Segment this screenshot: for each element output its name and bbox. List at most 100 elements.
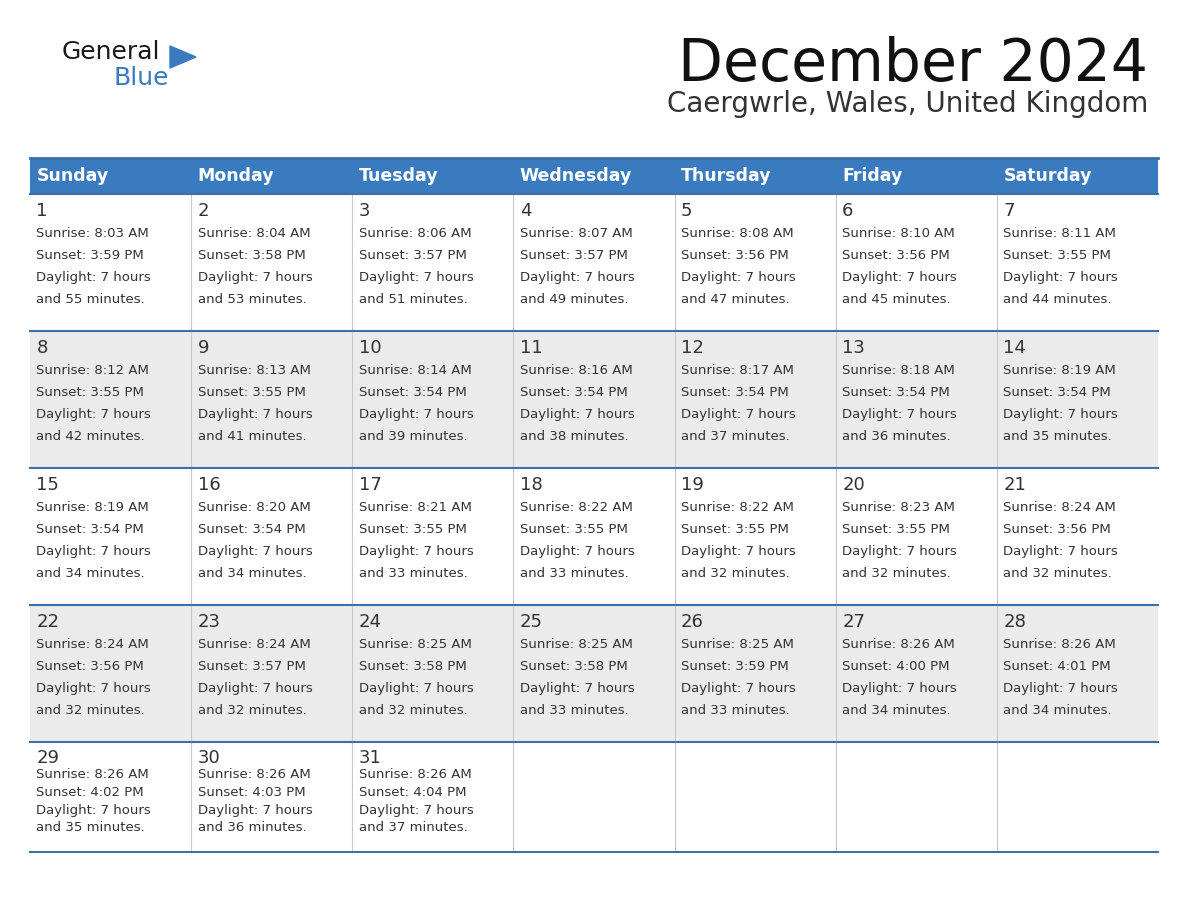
Text: 22: 22: [37, 613, 59, 632]
Text: Sunrise: 8:26 AM: Sunrise: 8:26 AM: [37, 768, 150, 781]
Text: and 32 minutes.: and 32 minutes.: [1004, 566, 1112, 579]
Text: Daylight: 7 hours: Daylight: 7 hours: [197, 271, 312, 284]
Text: 30: 30: [197, 748, 220, 767]
Text: 13: 13: [842, 340, 865, 357]
Text: Daylight: 7 hours: Daylight: 7 hours: [197, 544, 312, 558]
Text: 8: 8: [37, 340, 48, 357]
Text: Daylight: 7 hours: Daylight: 7 hours: [37, 408, 151, 420]
Text: 29: 29: [37, 748, 59, 767]
Text: and 38 minutes.: and 38 minutes.: [520, 430, 628, 442]
Text: Sunset: 3:55 PM: Sunset: 3:55 PM: [1004, 249, 1111, 262]
Text: Daylight: 7 hours: Daylight: 7 hours: [197, 803, 312, 817]
Text: Sunset: 3:56 PM: Sunset: 3:56 PM: [681, 249, 789, 262]
Text: and 37 minutes.: and 37 minutes.: [681, 430, 790, 442]
Text: Wednesday: Wednesday: [520, 167, 632, 185]
Text: Daylight: 7 hours: Daylight: 7 hours: [681, 682, 796, 695]
Text: Daylight: 7 hours: Daylight: 7 hours: [842, 682, 956, 695]
Text: Daylight: 7 hours: Daylight: 7 hours: [520, 271, 634, 284]
Text: Sunset: 3:58 PM: Sunset: 3:58 PM: [197, 249, 305, 262]
Text: Daylight: 7 hours: Daylight: 7 hours: [359, 544, 474, 558]
Text: Sunrise: 8:20 AM: Sunrise: 8:20 AM: [197, 501, 310, 514]
Text: Daylight: 7 hours: Daylight: 7 hours: [842, 408, 956, 420]
Text: Sunset: 3:56 PM: Sunset: 3:56 PM: [842, 249, 950, 262]
Text: 15: 15: [37, 476, 59, 494]
Text: and 51 minutes.: and 51 minutes.: [359, 293, 468, 306]
Text: Daylight: 7 hours: Daylight: 7 hours: [359, 682, 474, 695]
Text: and 33 minutes.: and 33 minutes.: [520, 566, 628, 579]
Text: 1: 1: [37, 202, 48, 220]
Text: 28: 28: [1004, 613, 1026, 632]
Text: Daylight: 7 hours: Daylight: 7 hours: [1004, 271, 1118, 284]
Text: Sunrise: 8:12 AM: Sunrise: 8:12 AM: [37, 364, 150, 377]
Text: and 45 minutes.: and 45 minutes.: [842, 293, 950, 306]
Text: 4: 4: [520, 202, 531, 220]
Text: Sunset: 4:04 PM: Sunset: 4:04 PM: [359, 786, 466, 799]
Text: and 37 minutes.: and 37 minutes.: [359, 822, 468, 834]
Text: Sunrise: 8:26 AM: Sunrise: 8:26 AM: [197, 768, 310, 781]
Text: Sunrise: 8:19 AM: Sunrise: 8:19 AM: [1004, 364, 1116, 377]
Bar: [30, 468, 1158, 605]
Text: 16: 16: [197, 476, 220, 494]
Text: Daylight: 7 hours: Daylight: 7 hours: [1004, 544, 1118, 558]
Text: Sunrise: 8:25 AM: Sunrise: 8:25 AM: [681, 638, 794, 651]
Text: and 34 minutes.: and 34 minutes.: [197, 566, 307, 579]
Text: 21: 21: [1004, 476, 1026, 494]
Text: and 39 minutes.: and 39 minutes.: [359, 430, 467, 442]
Text: and 49 minutes.: and 49 minutes.: [520, 293, 628, 306]
Text: 9: 9: [197, 340, 209, 357]
Text: Sunset: 3:55 PM: Sunset: 3:55 PM: [197, 386, 305, 398]
Text: Sunset: 3:58 PM: Sunset: 3:58 PM: [520, 660, 627, 673]
Text: Daylight: 7 hours: Daylight: 7 hours: [359, 408, 474, 420]
Text: Daylight: 7 hours: Daylight: 7 hours: [1004, 408, 1118, 420]
Text: Daylight: 7 hours: Daylight: 7 hours: [681, 271, 796, 284]
Text: and 44 minutes.: and 44 minutes.: [1004, 293, 1112, 306]
Text: Sunrise: 8:22 AM: Sunrise: 8:22 AM: [520, 501, 633, 514]
Text: Daylight: 7 hours: Daylight: 7 hours: [520, 544, 634, 558]
Text: and 53 minutes.: and 53 minutes.: [197, 293, 307, 306]
Text: Sunset: 3:55 PM: Sunset: 3:55 PM: [681, 522, 789, 536]
Text: and 42 minutes.: and 42 minutes.: [37, 430, 145, 442]
Text: Sunset: 3:56 PM: Sunset: 3:56 PM: [37, 660, 144, 673]
Text: 25: 25: [520, 613, 543, 632]
Bar: [30, 605, 1158, 742]
Text: Sunrise: 8:25 AM: Sunrise: 8:25 AM: [359, 638, 472, 651]
Text: Sunrise: 8:10 AM: Sunrise: 8:10 AM: [842, 227, 955, 240]
Text: Sunrise: 8:03 AM: Sunrise: 8:03 AM: [37, 227, 150, 240]
Text: and 32 minutes.: and 32 minutes.: [681, 566, 790, 579]
Text: 7: 7: [1004, 202, 1015, 220]
Text: and 32 minutes.: and 32 minutes.: [359, 703, 468, 717]
Text: Sunset: 3:54 PM: Sunset: 3:54 PM: [681, 386, 789, 398]
Text: Sunset: 3:55 PM: Sunset: 3:55 PM: [842, 522, 950, 536]
Text: 26: 26: [681, 613, 704, 632]
Text: Daylight: 7 hours: Daylight: 7 hours: [197, 682, 312, 695]
Text: Sunset: 3:54 PM: Sunset: 3:54 PM: [1004, 386, 1111, 398]
Text: Sunset: 3:54 PM: Sunset: 3:54 PM: [359, 386, 467, 398]
Text: 24: 24: [359, 613, 381, 632]
Text: Sunset: 3:55 PM: Sunset: 3:55 PM: [520, 522, 627, 536]
Text: Sunrise: 8:13 AM: Sunrise: 8:13 AM: [197, 364, 310, 377]
Text: Sunday: Sunday: [37, 167, 108, 185]
Text: Saturday: Saturday: [1004, 167, 1092, 185]
Text: Sunset: 4:00 PM: Sunset: 4:00 PM: [842, 660, 949, 673]
Text: Sunrise: 8:14 AM: Sunrise: 8:14 AM: [359, 364, 472, 377]
Text: and 47 minutes.: and 47 minutes.: [681, 293, 790, 306]
Text: 3: 3: [359, 202, 371, 220]
Bar: [30, 331, 1158, 468]
Text: 20: 20: [842, 476, 865, 494]
Text: and 34 minutes.: and 34 minutes.: [1004, 703, 1112, 717]
Text: General: General: [62, 40, 160, 64]
Text: Sunrise: 8:26 AM: Sunrise: 8:26 AM: [842, 638, 955, 651]
Text: Sunrise: 8:25 AM: Sunrise: 8:25 AM: [520, 638, 633, 651]
Text: Daylight: 7 hours: Daylight: 7 hours: [37, 682, 151, 695]
Text: 23: 23: [197, 613, 221, 632]
Text: and 41 minutes.: and 41 minutes.: [197, 430, 307, 442]
Text: Sunrise: 8:07 AM: Sunrise: 8:07 AM: [520, 227, 633, 240]
Text: Sunrise: 8:24 AM: Sunrise: 8:24 AM: [197, 638, 310, 651]
Text: Daylight: 7 hours: Daylight: 7 hours: [1004, 682, 1118, 695]
Text: Sunset: 3:57 PM: Sunset: 3:57 PM: [520, 249, 627, 262]
Text: Daylight: 7 hours: Daylight: 7 hours: [37, 271, 151, 284]
Text: Sunrise: 8:26 AM: Sunrise: 8:26 AM: [359, 768, 472, 781]
Text: Sunset: 3:54 PM: Sunset: 3:54 PM: [197, 522, 305, 536]
Text: Daylight: 7 hours: Daylight: 7 hours: [520, 408, 634, 420]
Text: Sunrise: 8:19 AM: Sunrise: 8:19 AM: [37, 501, 150, 514]
